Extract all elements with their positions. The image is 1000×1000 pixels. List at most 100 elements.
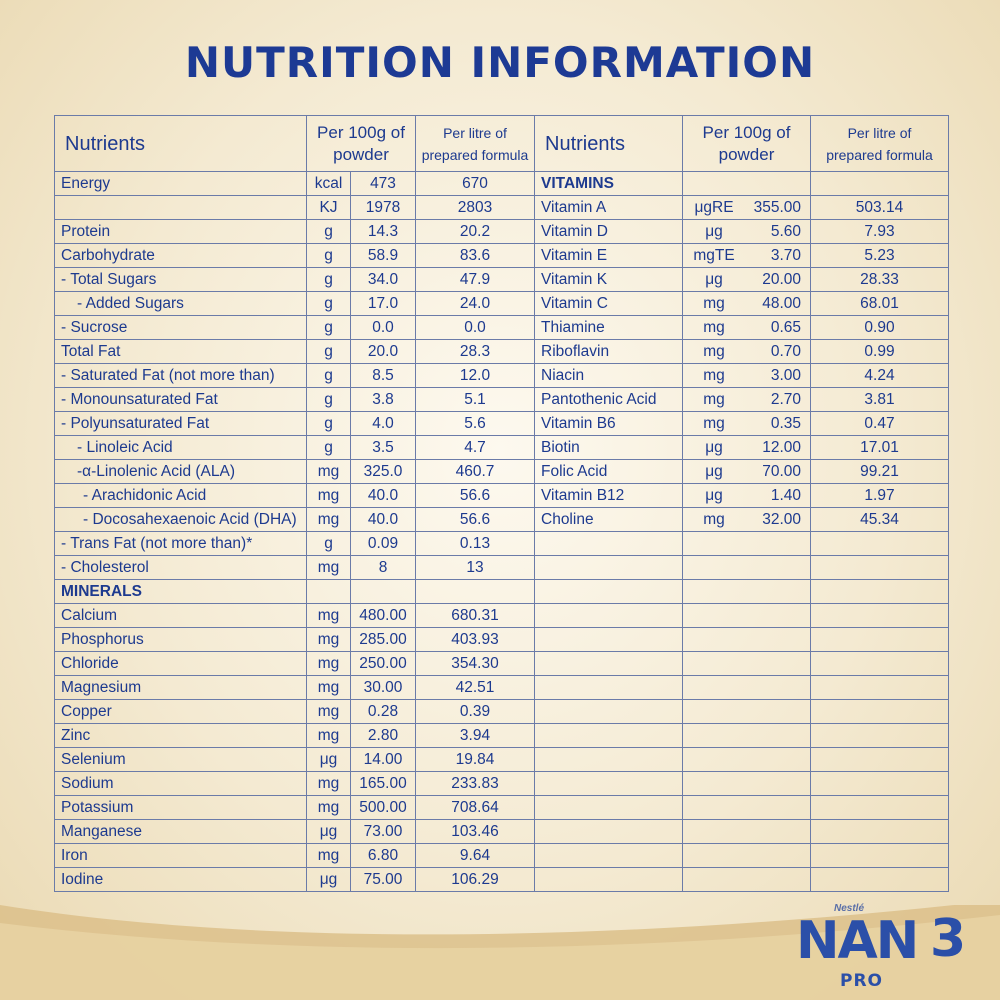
pro-wordmark: PRO (840, 971, 884, 991)
table-row: - Linoleic Acid g 3.5 4.7 Biotin μg 12.00 17.01 (54, 435, 949, 460)
nutrient-unit-right: mg (703, 511, 725, 528)
value-per-litre-right: 28.33 (810, 267, 949, 292)
nutrient-name: Iron (54, 843, 307, 868)
gold-swoosh-decoration (0, 905, 1000, 1000)
header-per-100g-right-line1: Per 100g of (702, 122, 791, 142)
nutrient-name-right: Riboflavin (534, 339, 683, 364)
nutrient-unit: mg (306, 651, 351, 676)
value-per-litre (415, 579, 535, 604)
value-per-100g-right-number: 0.65 (770, 319, 801, 336)
value-per-litre: 28.3 (415, 339, 535, 364)
value-per-100g: 20.0 (350, 339, 416, 364)
value-per-litre: 56.6 (415, 507, 535, 532)
nutrient-unit: g (306, 267, 351, 292)
value-per-litre: 106.29 (415, 867, 535, 892)
nutrient-unit: g (306, 291, 351, 316)
header-per-litre-right-line2: prepared formula (826, 146, 933, 163)
value-per-litre: 0.0 (415, 315, 535, 340)
nutrient-name: Phosphorus (54, 627, 307, 652)
nutrient-unit: g (306, 315, 351, 340)
empty-cell (534, 699, 683, 724)
nutrient-unit-right: μg (705, 271, 723, 288)
nutrient-unit: g (306, 387, 351, 412)
value-per-100g-right-number: 0.35 (770, 415, 801, 432)
nestle-brand-text: Nestlé (834, 903, 865, 914)
empty-cell (534, 723, 683, 748)
header-per-100g-line1: Per 100g of (317, 122, 405, 142)
value-per-litre: 42.51 (415, 675, 535, 700)
empty-cell (810, 651, 949, 676)
value-per-100g: 8.5 (350, 363, 416, 388)
value-per-litre-right: 503.14 (810, 195, 949, 220)
value-per-litre-right: 7.93 (810, 219, 949, 244)
nutrient-name: - Total Sugars (54, 267, 307, 292)
nutrient-name: - Docosahexaenoic Acid (DHA) (54, 507, 307, 532)
nutrient-name: Total Fat (54, 339, 307, 364)
value-per-litre: 13 (415, 555, 535, 580)
value-per-100g-right-number: 0.70 (770, 343, 801, 360)
value-per-100g: 3.5 (350, 435, 416, 460)
nutrient-name-right: Vitamin B6 (534, 411, 683, 436)
value-per-litre: 24.0 (415, 291, 535, 316)
nutrient-name (54, 195, 307, 220)
value-per-100g: 14.3 (350, 219, 416, 244)
empty-cell (534, 627, 683, 652)
value-per-100g: 1978 (350, 195, 416, 220)
nutrient-unit: mg (306, 507, 351, 532)
nutrient-unit: mg (306, 843, 351, 868)
empty-cell (534, 531, 683, 556)
value-per-100g-right-number: 12.00 (762, 439, 801, 456)
value-per-100g-right: mg 0.65 (682, 315, 811, 340)
value-per-100g: 14.00 (350, 747, 416, 772)
nutrient-unit: mg (306, 771, 351, 796)
value-per-litre-right: 3.81 (810, 387, 949, 412)
table-row: Zinc mg 2.80 3.94 (54, 723, 949, 748)
value-per-100g: 58.9 (350, 243, 416, 268)
nutrient-unit: mg (306, 603, 351, 628)
nutrient-name-right: Folic Acid (534, 459, 683, 484)
nutrient-unit: μg (306, 747, 351, 772)
empty-cell (810, 843, 949, 868)
empty-cell (534, 747, 683, 772)
value-per-100g-right-number: 1.40 (770, 487, 801, 504)
stage-number: 3 (930, 909, 967, 969)
value-per-litre-right: 45.34 (810, 507, 949, 532)
nutrient-name-right: Choline (534, 507, 683, 532)
value-per-100g-right: mg 2.70 (682, 387, 811, 412)
nutrient-unit-right: μg (705, 487, 723, 504)
nutrient-unit-right: μgRE (694, 199, 734, 216)
value-per-100g: 480.00 (350, 603, 416, 628)
table-row: Iron mg 6.80 9.64 (54, 843, 949, 868)
value-per-100g-right (682, 171, 811, 196)
table-row: Copper mg 0.28 0.39 (54, 699, 949, 724)
table-row: - Trans Fat (not more than)* g 0.09 0.13 (54, 531, 949, 556)
nutrient-unit: g (306, 531, 351, 556)
header-per-100g-right: Per 100g of powder (682, 115, 811, 172)
value-per-litre: 0.39 (415, 699, 535, 724)
value-per-100g-right: mgTE 3.70 (682, 243, 811, 268)
table-row: - Polyunsaturated Fat g 4.0 5.6 Vitamin B6 mg… (54, 411, 949, 436)
empty-cell (534, 675, 683, 700)
value-per-litre: 56.6 (415, 483, 535, 508)
header-per-100g-line2: powder (333, 144, 389, 164)
nutrient-name: Selenium (54, 747, 307, 772)
value-per-100g: 34.0 (350, 267, 416, 292)
nutrient-name-right: Thiamine (534, 315, 683, 340)
nutrient-unit: mg (306, 675, 351, 700)
value-per-100g-right: μgRE 355.00 (682, 195, 811, 220)
value-per-litre: 0.13 (415, 531, 535, 556)
value-per-100g-right: mg 3.00 (682, 363, 811, 388)
table-row: - Monounsaturated Fat g 3.8 5.1 Pantothenic … (54, 387, 949, 412)
nutrient-unit-right: mgTE (693, 247, 735, 264)
value-per-litre: 460.7 (415, 459, 535, 484)
value-per-100g: 325.0 (350, 459, 416, 484)
value-per-litre: 20.2 (415, 219, 535, 244)
value-per-litre: 103.46 (415, 819, 535, 844)
nutrient-unit: g (306, 219, 351, 244)
table-row: MINERALS (54, 579, 949, 604)
value-per-litre: 9.64 (415, 843, 535, 868)
nutrient-name: - Trans Fat (not more than)* (54, 531, 307, 556)
value-per-100g-right: mg 32.00 (682, 507, 811, 532)
value-per-100g-right-number: 3.00 (770, 367, 801, 384)
table-row: Sodium mg 165.00 233.83 (54, 771, 949, 796)
